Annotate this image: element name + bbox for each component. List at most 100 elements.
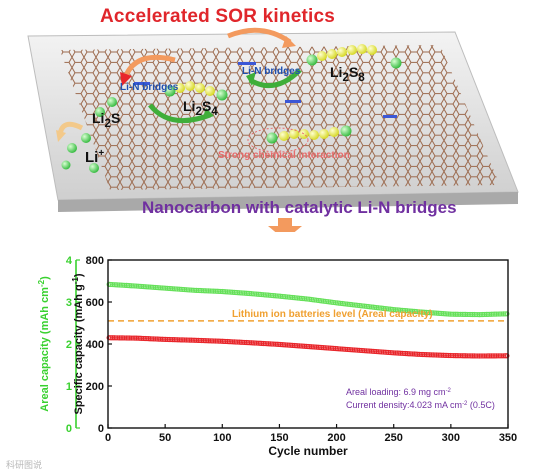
series-0 — [106, 281, 510, 318]
data-point — [248, 340, 255, 346]
data-point — [159, 285, 165, 291]
data-point — [250, 340, 256, 346]
data-point — [447, 311, 453, 317]
data-point — [243, 290, 249, 296]
data-point — [427, 352, 433, 358]
data-point — [440, 352, 447, 358]
data-point — [111, 335, 117, 341]
data-point — [106, 335, 112, 341]
data-point — [454, 353, 460, 359]
data-point — [207, 288, 213, 294]
data-point — [137, 335, 143, 341]
data-point — [425, 309, 431, 316]
data-point — [183, 287, 189, 293]
data-point — [480, 311, 486, 318]
data-point — [475, 311, 481, 318]
data-point — [305, 343, 311, 350]
data-point — [360, 347, 366, 354]
data-point — [286, 342, 292, 348]
data-point — [245, 339, 251, 346]
data-point — [137, 283, 143, 289]
x-tick-label: 300 — [442, 432, 460, 444]
data-point — [351, 347, 357, 353]
data-point — [115, 335, 121, 341]
data-point — [236, 290, 243, 296]
data-point — [217, 338, 224, 344]
data-point — [217, 288, 224, 295]
data-point — [176, 286, 183, 292]
data-point — [168, 285, 174, 292]
data-point — [447, 352, 453, 359]
bridge-label-right: Li-N bridges — [242, 66, 301, 77]
data-point — [214, 338, 220, 344]
data-point — [260, 340, 267, 347]
data-point — [163, 285, 169, 291]
scheme-title: Accelerated SOR kinetics — [100, 6, 336, 27]
data-point — [324, 345, 330, 351]
data-point — [463, 311, 469, 317]
data-point — [329, 345, 335, 351]
data-point — [483, 353, 489, 359]
data-point — [173, 286, 179, 292]
data-point — [301, 343, 308, 349]
data-point — [485, 311, 491, 317]
data-point — [428, 352, 435, 358]
data-point — [228, 289, 234, 295]
data-point — [423, 352, 429, 358]
data-point — [464, 353, 471, 359]
data-point — [247, 340, 253, 346]
data-point — [221, 289, 227, 295]
data-point — [235, 339, 241, 345]
data-point — [140, 283, 147, 290]
data-point — [348, 347, 354, 353]
data-point — [296, 343, 303, 349]
data-point — [144, 284, 150, 290]
data-point — [473, 311, 479, 318]
data-point — [404, 351, 411, 357]
data-point — [502, 311, 508, 317]
data-point — [199, 287, 205, 294]
data-point — [409, 351, 416, 357]
data-point — [118, 282, 124, 288]
data-point — [223, 338, 229, 345]
data-point — [166, 336, 172, 343]
data-point — [492, 311, 498, 317]
data-point — [504, 353, 510, 359]
data-point — [212, 338, 219, 344]
data-point — [312, 344, 318, 350]
series-1 — [106, 335, 510, 359]
data-point — [209, 288, 215, 294]
data-point — [368, 348, 375, 354]
data-point — [265, 341, 272, 347]
data-point — [121, 335, 128, 341]
data-point — [497, 311, 503, 317]
data-point — [226, 289, 232, 295]
data-point — [485, 353, 491, 359]
data-point — [490, 311, 496, 317]
y-tick-label-specific: 400 — [86, 339, 104, 351]
annotation-loading: Areal loading: 6.9 mg cm-2 — [346, 387, 452, 397]
data-point — [439, 310, 445, 317]
x-tick-label: 0 — [105, 432, 111, 444]
data-point — [274, 341, 280, 347]
data-point — [499, 311, 505, 317]
data-point — [151, 336, 157, 342]
data-point — [169, 336, 176, 343]
data-point — [469, 311, 476, 318]
data-point — [303, 343, 309, 349]
data-point — [200, 337, 207, 344]
data-point — [193, 337, 200, 343]
data-point — [468, 311, 474, 318]
data-point — [130, 283, 136, 289]
data-point — [408, 351, 414, 357]
data-point — [495, 311, 501, 317]
data-point — [226, 339, 232, 345]
data-point — [298, 343, 304, 349]
data-point — [463, 353, 469, 359]
data-point — [243, 339, 249, 346]
data-point — [502, 353, 508, 359]
data-point — [223, 289, 229, 295]
graphene-slab-edge — [58, 192, 518, 212]
data-point — [139, 335, 145, 341]
data-point — [382, 349, 388, 355]
